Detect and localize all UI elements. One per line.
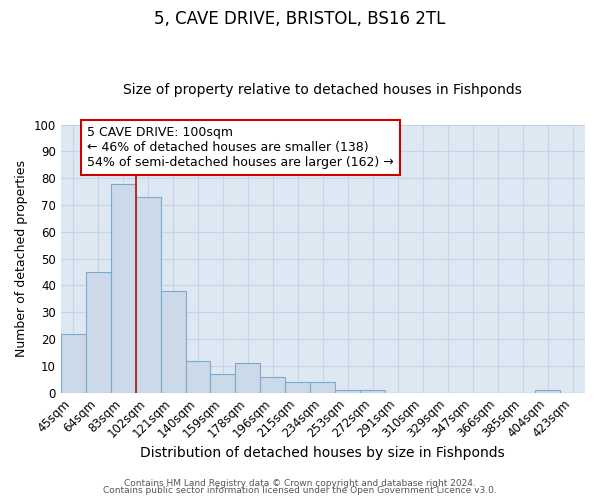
Bar (185, 360, 211, 392)
Text: Contains public sector information licensed under the Open Government Licence v3: Contains public sector information licen… (103, 486, 497, 495)
Bar (136, 197, 161, 392)
Bar (110, 184, 136, 392)
Bar (86, 272, 110, 392)
Bar (535, 390, 560, 392)
X-axis label: Distribution of detached houses by size in Fishponds: Distribution of detached houses by size … (140, 446, 505, 460)
Text: 5 CAVE DRIVE: 100sqm
← 46% of detached houses are smaller (138)
54% of semi-deta: 5 CAVE DRIVE: 100sqm ← 46% of detached h… (87, 126, 394, 169)
Bar (61, 334, 86, 392)
Text: 5, CAVE DRIVE, BRISTOL, BS16 2TL: 5, CAVE DRIVE, BRISTOL, BS16 2TL (154, 10, 446, 28)
Y-axis label: Number of detached properties: Number of detached properties (15, 160, 28, 357)
Bar (286, 382, 310, 392)
Bar (211, 374, 235, 392)
Title: Size of property relative to detached houses in Fishponds: Size of property relative to detached ho… (124, 83, 522, 97)
Bar (335, 390, 360, 392)
Bar (310, 382, 335, 392)
Text: Contains HM Land Registry data © Crown copyright and database right 2024.: Contains HM Land Registry data © Crown c… (124, 478, 476, 488)
Bar (161, 291, 185, 392)
Bar (360, 390, 385, 392)
Bar (235, 363, 260, 392)
Bar (260, 376, 286, 392)
